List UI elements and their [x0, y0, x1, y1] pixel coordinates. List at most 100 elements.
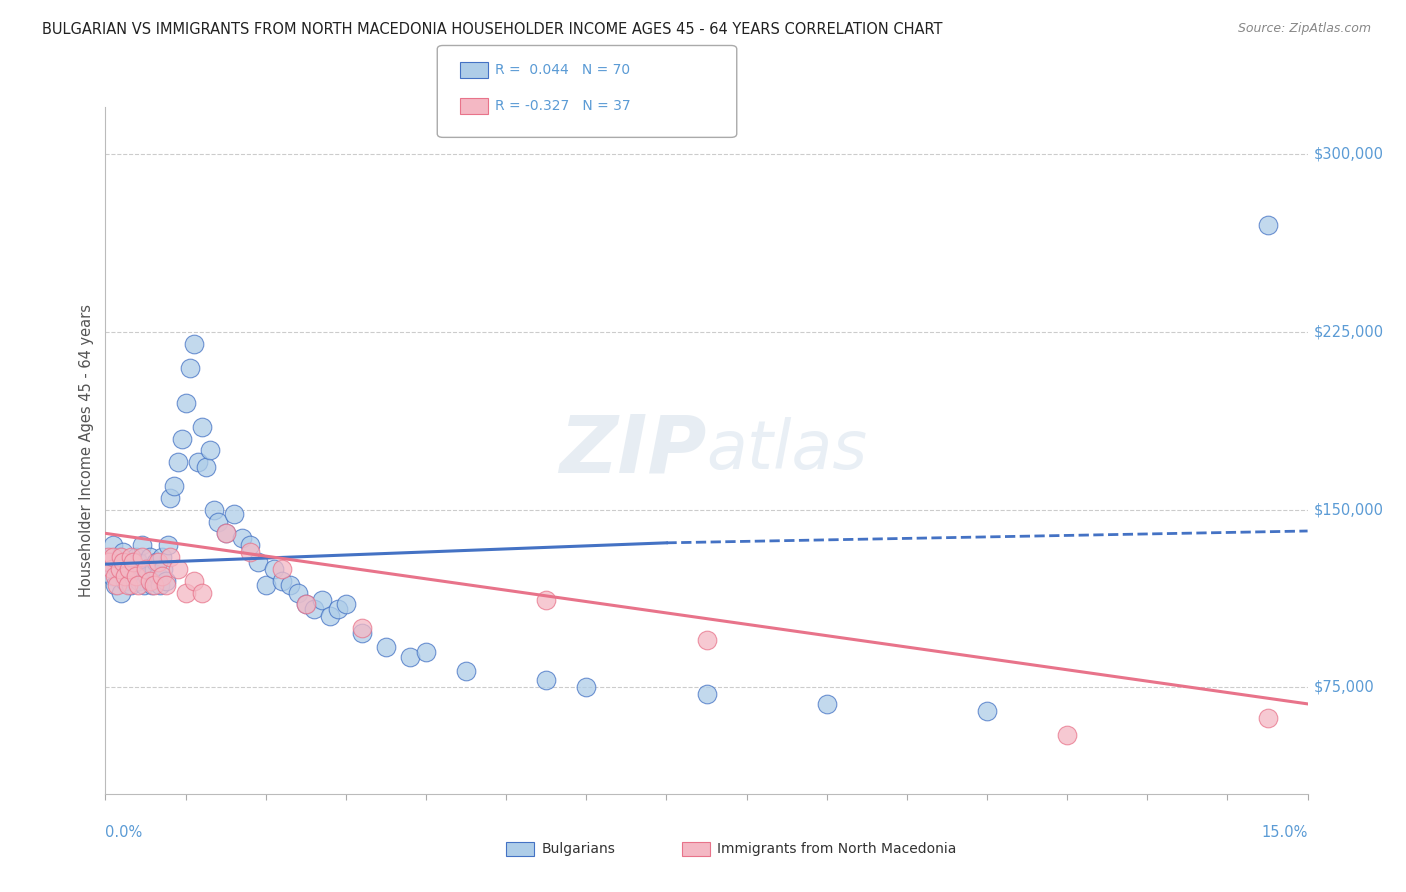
Point: [135, 562, 157, 576]
Point: [122, 562, 145, 576]
Point: [174, 396, 197, 410]
Point: [174, 585, 197, 599]
Text: Immigrants from North Macedonia: Immigrants from North Macedonia: [717, 842, 956, 856]
Point: [142, 562, 165, 576]
Point: [295, 598, 318, 612]
Point: [108, 549, 131, 564]
Point: [1257, 711, 1279, 725]
Point: [110, 549, 132, 564]
Text: Bulgarians: Bulgarians: [541, 842, 616, 856]
Point: [179, 360, 201, 375]
Point: [534, 673, 557, 688]
Point: [263, 562, 285, 576]
Text: R =  0.044   N = 70: R = 0.044 N = 70: [495, 63, 630, 78]
Point: [117, 578, 139, 592]
Point: [125, 549, 148, 564]
Point: [104, 578, 127, 592]
Point: [1257, 219, 1279, 233]
Point: [118, 569, 141, 583]
Point: [415, 645, 437, 659]
Point: [125, 569, 148, 583]
Point: [214, 526, 236, 541]
Point: [278, 578, 301, 592]
Text: $75,000: $75,000: [1313, 680, 1374, 695]
Point: [374, 640, 396, 654]
Point: [101, 562, 124, 576]
Text: $300,000: $300,000: [1313, 147, 1384, 162]
Point: [166, 455, 188, 469]
Point: [319, 609, 342, 624]
Point: [98, 555, 121, 569]
Point: [399, 649, 422, 664]
Point: [198, 443, 221, 458]
Point: [145, 555, 167, 569]
Point: [815, 697, 838, 711]
Point: [122, 555, 145, 569]
Text: $150,000: $150,000: [1313, 502, 1384, 517]
Point: [128, 574, 150, 588]
Point: [350, 625, 373, 640]
Point: [170, 432, 193, 446]
Point: [270, 574, 292, 588]
Y-axis label: Householder Income Ages 45 - 64 years: Householder Income Ages 45 - 64 years: [79, 304, 94, 597]
Text: BULGARIAN VS IMMIGRANTS FROM NORTH MACEDONIA HOUSEHOLDER INCOME AGES 45 - 64 YEA: BULGARIAN VS IMMIGRANTS FROM NORTH MACED…: [42, 22, 942, 37]
Point: [222, 508, 245, 522]
Text: 15.0%: 15.0%: [1261, 825, 1308, 840]
Point: [162, 479, 184, 493]
Point: [146, 569, 169, 583]
Point: [112, 555, 135, 569]
Point: [534, 592, 557, 607]
Point: [103, 538, 125, 552]
Point: [120, 549, 142, 564]
Point: [302, 602, 325, 616]
Point: [127, 578, 149, 592]
Text: atlas: atlas: [707, 417, 868, 483]
Point: [575, 681, 598, 695]
Point: [976, 704, 998, 718]
Point: [101, 569, 124, 583]
Point: [141, 578, 163, 592]
Point: [239, 538, 262, 552]
Point: [135, 562, 157, 576]
Point: [335, 598, 357, 612]
Point: [132, 578, 155, 592]
Point: [202, 502, 225, 516]
Point: [214, 526, 236, 541]
Point: [159, 491, 181, 505]
Point: [246, 555, 269, 569]
Point: [207, 515, 229, 529]
Point: [142, 578, 165, 592]
Point: [155, 578, 177, 592]
Point: [696, 632, 718, 647]
Point: [311, 592, 333, 607]
Point: [696, 687, 718, 701]
Point: [103, 549, 125, 564]
Text: R = -0.327   N = 37: R = -0.327 N = 37: [495, 99, 630, 113]
Point: [183, 337, 205, 351]
Point: [108, 562, 131, 576]
Point: [456, 664, 478, 678]
Point: [239, 545, 262, 559]
Point: [156, 538, 179, 552]
Point: [159, 549, 181, 564]
Point: [127, 555, 149, 569]
Point: [350, 621, 373, 635]
Point: [136, 569, 159, 583]
Point: [146, 555, 169, 569]
Point: [131, 549, 153, 564]
Text: Source: ZipAtlas.com: Source: ZipAtlas.com: [1237, 22, 1371, 36]
Point: [150, 549, 173, 564]
Point: [112, 545, 135, 559]
Point: [187, 455, 209, 469]
Point: [183, 574, 205, 588]
Point: [166, 562, 188, 576]
Point: [97, 549, 120, 564]
Point: [120, 578, 142, 592]
Point: [110, 585, 132, 599]
Point: [295, 598, 318, 612]
Point: [118, 562, 141, 576]
Point: [131, 538, 153, 552]
Point: [114, 569, 136, 583]
Point: [155, 574, 177, 588]
Point: [270, 562, 292, 576]
